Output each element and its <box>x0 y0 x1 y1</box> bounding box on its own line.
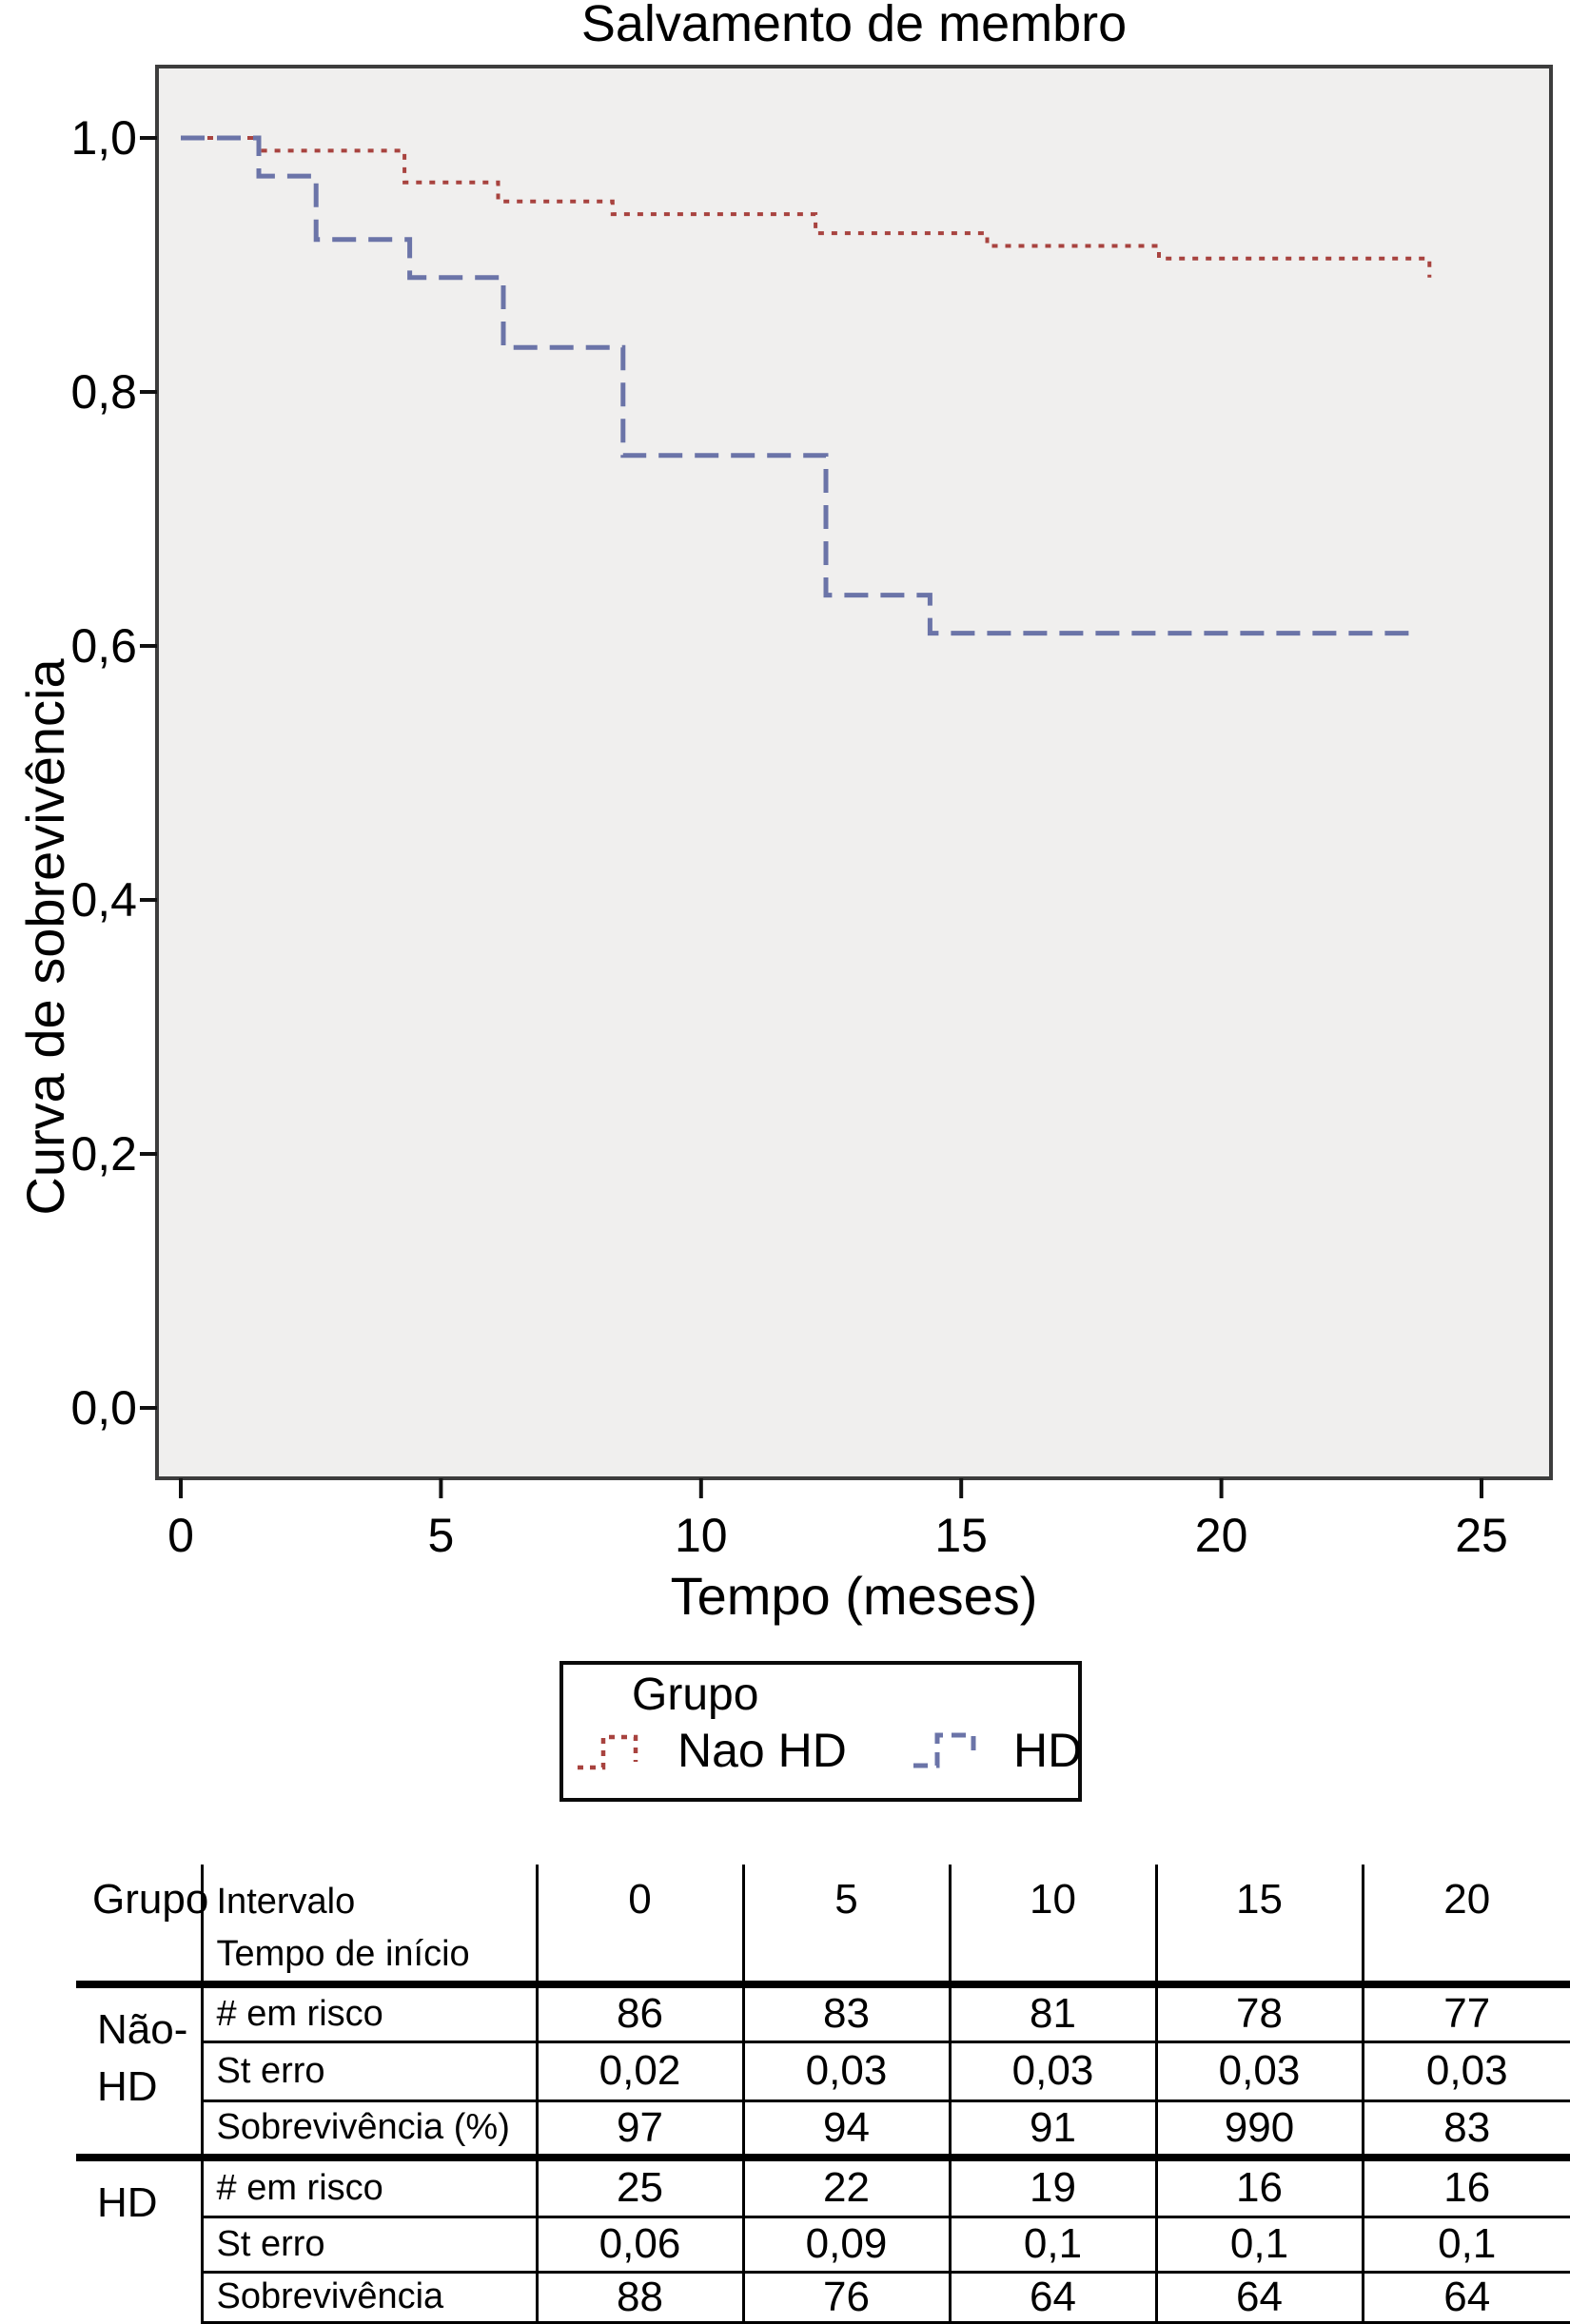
group-name-line: Não- <box>97 2006 188 2054</box>
page-title: Salvamento de membro <box>580 0 1128 52</box>
row-label-cell: # em risco <box>200 2154 537 2217</box>
row-label-cell: Sobrevivência (%) <box>200 2099 537 2158</box>
value-cell: 78 <box>1154 1984 1363 2042</box>
value-cell: 86 <box>535 1984 743 2042</box>
value-cell: 88 <box>535 2270 743 2324</box>
legend-label: HD <box>1013 1724 1083 1777</box>
interval-column-header: 10 <box>948 1865 1156 1989</box>
legend-box: Grupo Nao HD HD <box>559 1661 1082 1802</box>
interval-header-cell: Intervalo Tempo de início <box>200 1865 537 1989</box>
row-label-cell: St erro <box>200 2040 537 2101</box>
value-cell: 0,1 <box>1154 2215 1363 2273</box>
value-cell: 25 <box>535 2154 743 2217</box>
ytick-label: 0,2 <box>70 1127 137 1181</box>
interval-column-header: 20 <box>1361 1865 1570 1989</box>
value-cell: 16 <box>1361 2154 1570 2217</box>
risk-table-header-row: Grupo Intervalo Tempo de início 0 5 10 15 20 <box>76 1865 1570 1989</box>
ytick-label: 0,6 <box>70 619 137 673</box>
value-cell: 0,03 <box>741 2040 950 2101</box>
series-line-nao-hd <box>181 136 1432 278</box>
row-label-cell: # em risco <box>200 1984 537 2042</box>
legend-title: Grupo <box>632 1670 759 1720</box>
survival-curves <box>181 135 1432 636</box>
value-cell: 0,09 <box>741 2215 950 2273</box>
value-cell: 94 <box>741 2099 950 2158</box>
value-cell: 19 <box>948 2154 1156 2217</box>
ytick-label: 0,0 <box>70 1381 137 1435</box>
interval-column-header: 5 <box>741 1865 950 1989</box>
value-cell: 81 <box>948 1984 1156 2042</box>
value-cell: 0,1 <box>1361 2215 1570 2273</box>
axis-tick-marks <box>140 136 1483 1498</box>
group-name-line: HD <box>97 2179 158 2227</box>
survival-plot <box>140 65 1553 1498</box>
risk-table-row: Sobrevivência (%) 97 94 91 990 83 <box>76 2099 1570 2158</box>
group-header-cell: Grupo <box>76 1865 208 1989</box>
value-cell: 0,03 <box>1154 2040 1363 2101</box>
value-cell: 16 <box>1154 2154 1363 2217</box>
value-cell: 77 <box>1361 1984 1570 2042</box>
xtick-label: 25 <box>1455 1509 1508 1562</box>
value-cell: 0,03 <box>948 2040 1156 2101</box>
value-cell: 64 <box>1154 2270 1363 2324</box>
hd-step-line-icon <box>913 1732 976 1768</box>
plot-frame <box>155 65 1553 1480</box>
interval-column-header: 15 <box>1154 1865 1363 1989</box>
group-name-cell: HD <box>76 2154 202 2324</box>
risk-table-row: St erro 0,06 0,09 0,1 0,1 0,1 <box>76 2215 1570 2273</box>
group-name-cell: Não- HD <box>76 1984 202 2158</box>
series-line-hd <box>181 135 1420 636</box>
group-name-line: HD <box>97 2062 158 2110</box>
interval-header-line1: Intervalo <box>216 1882 356 1922</box>
x-axis-label: Tempo (meses) <box>670 1566 1038 1626</box>
legend-entry-hd: HD <box>911 1722 1082 1779</box>
row-label-cell: Sobrevivência <box>200 2270 537 2324</box>
xtick-label: 10 <box>674 1509 728 1562</box>
value-cell: 97 <box>535 2099 743 2158</box>
risk-table-row: Não- HD # em risco 86 83 81 78 77 <box>76 1984 1570 2110</box>
xtick-label: 15 <box>934 1509 988 1562</box>
risk-table-row: HD # em risco 25 22 19 16 16 <box>76 2154 1570 2324</box>
value-cell: 0,02 <box>535 2040 743 2101</box>
row-label-cell: St erro <box>200 2215 537 2273</box>
risk-table: Grupo Intervalo Tempo de início 0 5 10 15 20… <box>76 1865 1570 2324</box>
risk-table-row: St erro 0,02 0,03 0,03 0,03 0,03 <box>76 2040 1570 2101</box>
interval-column-header: 0 <box>535 1865 743 1989</box>
ytick-label: 0,4 <box>70 873 137 927</box>
value-cell: 83 <box>741 1984 950 2042</box>
value-cell: 0,06 <box>535 2215 743 2273</box>
value-cell: 76 <box>741 2270 950 2324</box>
xtick-label: 0 <box>167 1509 194 1562</box>
value-cell: 0,03 <box>1361 2040 1570 2101</box>
nao-hd-step-line-icon <box>578 1734 638 1770</box>
legend-label: Nao HD <box>677 1724 847 1777</box>
value-cell: 22 <box>741 2154 950 2217</box>
xtick-label: 20 <box>1194 1509 1248 1562</box>
value-cell: 91 <box>948 2099 1156 2158</box>
value-cell: 83 <box>1361 2099 1570 2158</box>
ytick-label: 0,8 <box>70 365 137 419</box>
value-cell: 64 <box>948 2270 1156 2324</box>
value-cell: 64 <box>1361 2270 1570 2324</box>
legend-entry-nao-hd: Nao HD <box>575 1722 847 1779</box>
ytick-label: 1,0 <box>70 111 137 165</box>
interval-header-line2: Tempo de início <box>216 1934 470 1975</box>
value-cell: 0,1 <box>948 2215 1156 2273</box>
risk-table-row: Sobrevivência 88 76 64 64 64 <box>76 2270 1570 2324</box>
xtick-label: 5 <box>427 1509 455 1562</box>
value-cell: 990 <box>1154 2099 1363 2158</box>
